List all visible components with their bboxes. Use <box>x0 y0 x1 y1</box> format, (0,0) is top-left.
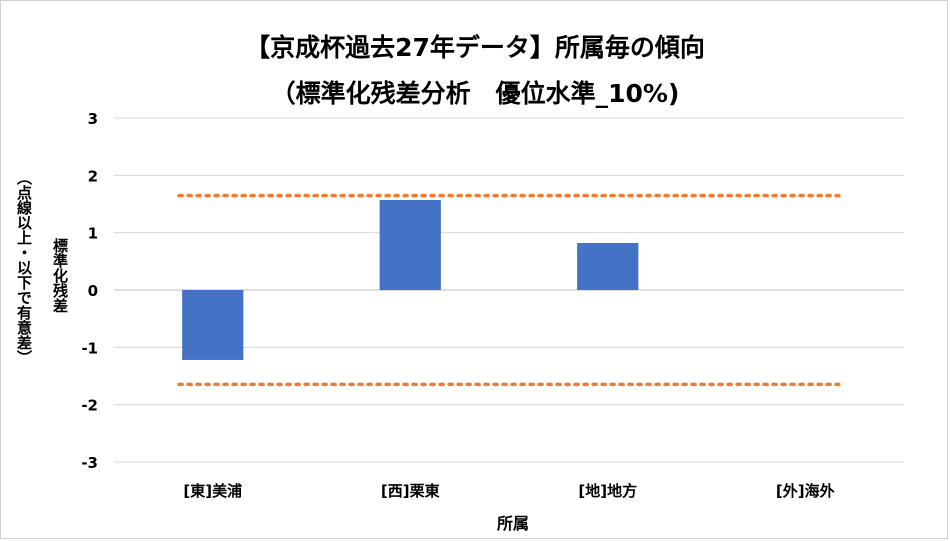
y-tick-label: -1 <box>81 339 98 357</box>
x-axis-title: 所属 <box>496 514 529 533</box>
threshold-lines <box>177 193 841 387</box>
x-tick-label: [地]地方 <box>578 482 637 500</box>
x-tick-label: [外]海外 <box>776 482 835 500</box>
grid-lines <box>114 117 904 463</box>
y-axis-subtitle: （点線以上・以下で有意差） <box>15 170 33 365</box>
bar <box>379 199 441 290</box>
y-tick-label: 0 <box>88 282 98 300</box>
y-tick-label: -2 <box>81 397 98 415</box>
bars <box>182 199 639 360</box>
bar <box>182 290 244 360</box>
x-tick-labels: [東]美浦 [西]栗東 [地]地方 [外]海外 <box>183 482 834 500</box>
y-tick-labels: 3 2 1 0 -1 -2 -3 <box>81 110 98 472</box>
y-axis-title: 標準化残差 <box>51 238 69 313</box>
y-tick-label: 2 <box>88 167 98 185</box>
chart-title-line2: （標準化残差分析 優位水準_10%) <box>270 79 680 108</box>
y-tick-label: 1 <box>88 225 98 243</box>
x-tick-label: [西]栗東 <box>381 482 440 500</box>
chart-title-line1: 【京成杯過去27年データ】所属毎の傾向 <box>245 33 705 62</box>
x-tick-label: [東]美浦 <box>183 482 242 500</box>
bar <box>577 242 639 290</box>
y-tick-label: -3 <box>81 454 98 472</box>
y-tick-label: 3 <box>88 110 98 128</box>
